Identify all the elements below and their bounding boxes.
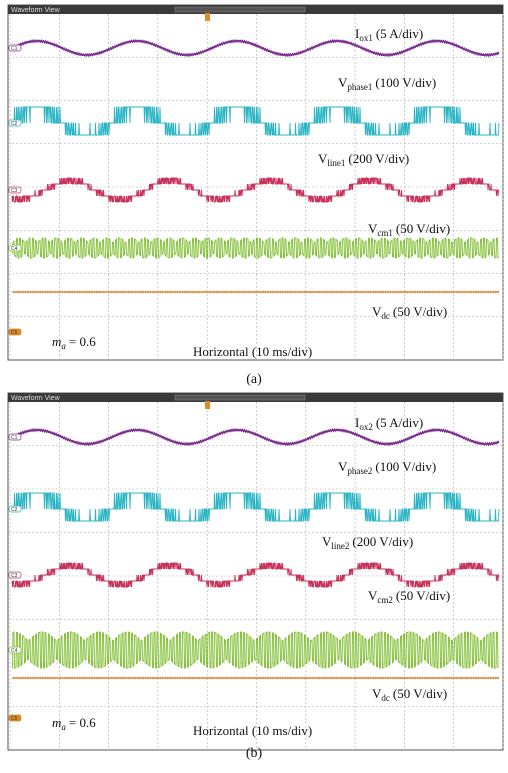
trace-scale: (100 V/div) xyxy=(375,75,436,90)
trace-scale: (50 V/div) xyxy=(396,221,450,236)
modulation-index: ma= 0.6 xyxy=(52,334,96,351)
trace-scale: (5 A/div) xyxy=(376,415,423,430)
waveform xyxy=(12,677,499,678)
channel-label: C5 xyxy=(11,330,18,336)
trace-scale: (50 V/div) xyxy=(393,686,447,701)
channel-label: C3 xyxy=(11,188,18,194)
trace-scale: (5 A/div) xyxy=(376,26,423,41)
modulation-value: = 0.6 xyxy=(69,715,96,730)
modulation-symbol: m xyxy=(52,715,61,730)
modulation-subscript: a xyxy=(61,722,66,732)
trace-subscript: line2 xyxy=(331,541,349,551)
trace-subscript: ox1 xyxy=(359,33,373,43)
trace-scale: (50 V/div) xyxy=(396,588,450,603)
horizontal-scale: Horizontal (10 ms/div) xyxy=(193,344,312,359)
header: Waveform View xyxy=(11,395,61,402)
horizontal-scale: Horizontal (10 ms/div) xyxy=(193,723,312,738)
channel-label: C2 xyxy=(11,507,18,513)
trace-subscript: phase2 xyxy=(347,466,372,476)
modulation-index: ma= 0.6 xyxy=(52,715,96,732)
trace-scale: (200 V/div) xyxy=(348,151,409,166)
channel-label: C3 xyxy=(11,573,18,579)
channel-label: C1 xyxy=(11,435,18,441)
trace-subscript: dc xyxy=(381,311,390,321)
trace-scale: (100 V/div) xyxy=(375,459,436,474)
modulation-symbol: m xyxy=(52,334,61,349)
modulation-subscript: a xyxy=(61,341,66,351)
caption: (b) xyxy=(246,746,263,761)
trace-scale: (200 V/div) xyxy=(352,534,413,549)
caption: (a) xyxy=(246,372,262,387)
header: Waveform View xyxy=(11,7,61,14)
trace-subscript: cm1 xyxy=(377,228,393,238)
scroll-bar xyxy=(175,7,305,12)
waveform xyxy=(12,291,499,292)
channel-label: C1 xyxy=(11,46,18,52)
scroll-bar xyxy=(175,395,305,400)
modulation-value: = 0.6 xyxy=(69,334,96,349)
trace-subscript: line1 xyxy=(327,158,345,168)
trace-scale: (50 V/div) xyxy=(393,304,447,319)
trace-subscript: cm2 xyxy=(377,595,393,605)
channel-label: C2 xyxy=(11,121,18,127)
channel-label: C4 xyxy=(11,246,18,252)
trace-subscript: ox2 xyxy=(359,422,373,432)
channel-label: C5 xyxy=(11,716,18,722)
channel-label: C4 xyxy=(11,648,18,654)
trace-subscript: phase1 xyxy=(347,82,372,92)
figure: Waveform ViewC1C2C3C4C5Iox1(5 A/div)Vpha… xyxy=(0,0,508,773)
trace-subscript: dc xyxy=(381,693,390,703)
